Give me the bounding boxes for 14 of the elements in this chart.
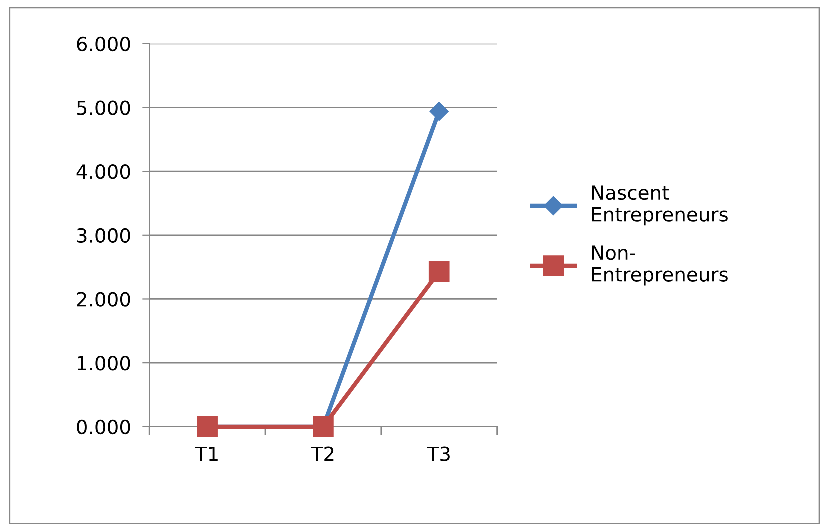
y-tick-label: 4.000 <box>76 164 130 180</box>
legend-label: Non- Entrepreneurs <box>592 246 728 286</box>
y-tick-label: 1.000 <box>78 356 130 371</box>
y-tick-label: 0.000 <box>77 420 130 435</box>
y-tick-label: 5.000 <box>77 100 130 116</box>
point <box>430 102 449 122</box>
x-tick-label: T3 <box>427 446 450 462</box>
y-tick-label: 2.000 <box>77 292 130 307</box>
y-tick-label: 3.000 <box>77 228 130 244</box>
legend-label: Nascent Entrepreneurs <box>592 186 728 226</box>
x-tick-label: T2 <box>311 446 334 462</box>
y-tick-label: 6.000 <box>77 36 130 52</box>
point <box>428 261 450 282</box>
x-tick-label: T1 <box>195 446 218 462</box>
